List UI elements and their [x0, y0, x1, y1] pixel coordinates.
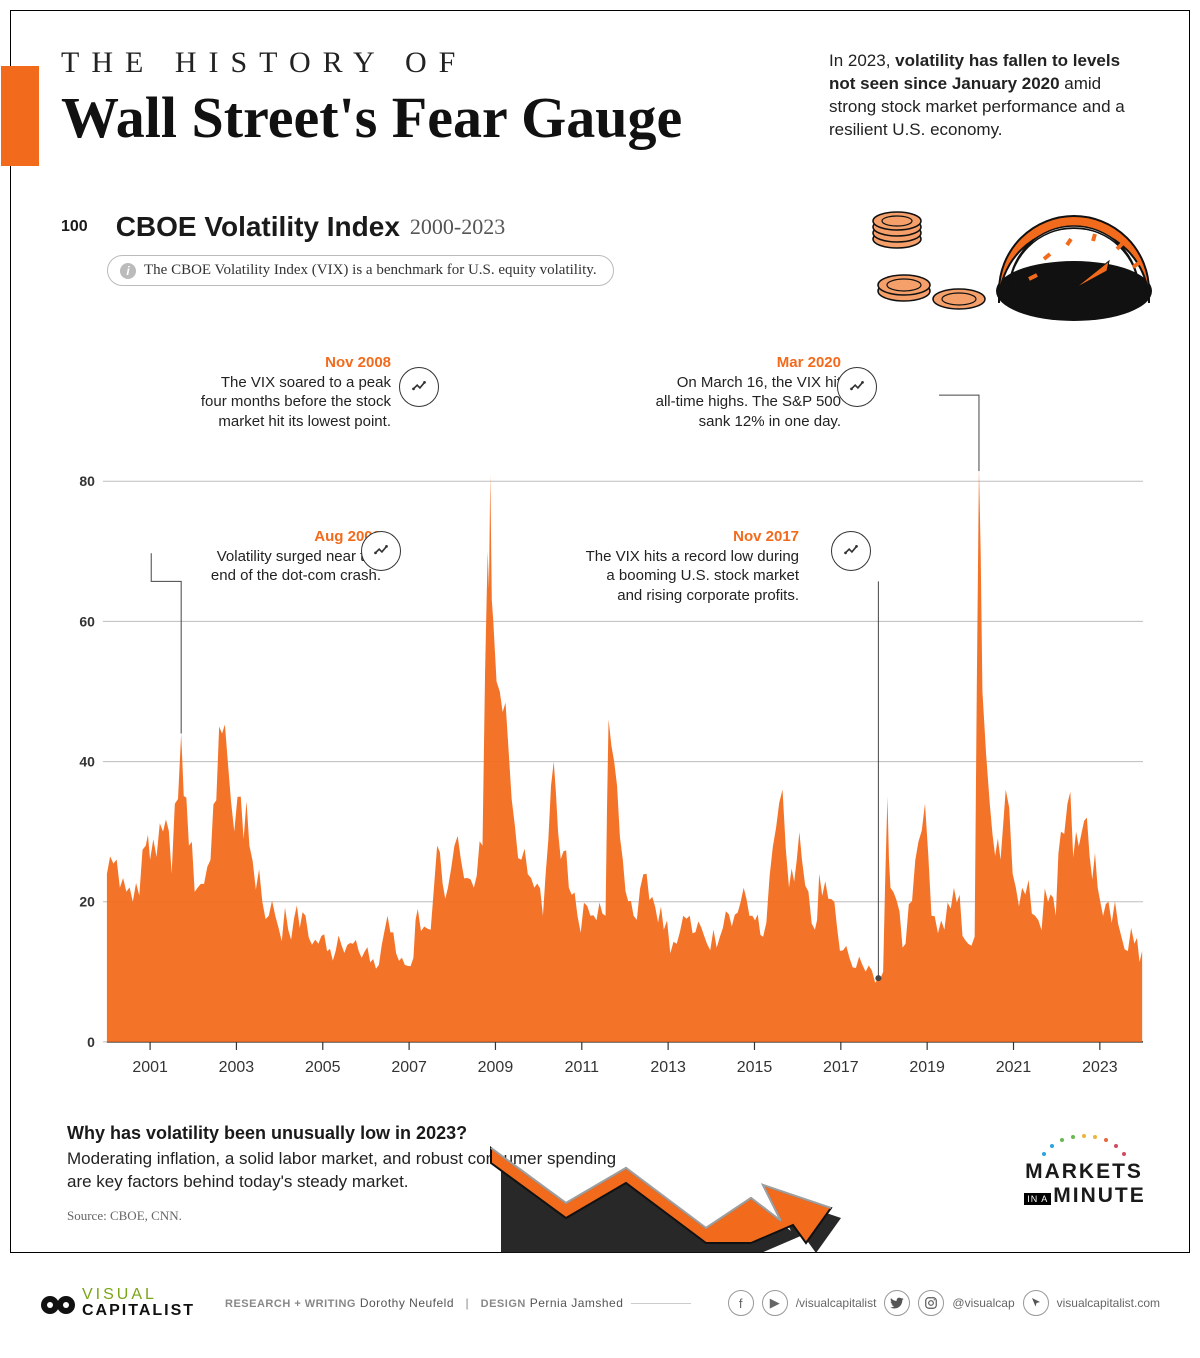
- divider-line: [631, 1303, 691, 1304]
- research-label: RESEARCH + WRITING: [225, 1298, 356, 1310]
- annotation-icon: [361, 531, 401, 571]
- youtube-icon[interactable]: ▶: [762, 1290, 788, 1316]
- title: Wall Street's Fear Gauge: [61, 84, 829, 151]
- visual-capitalist-logo: VISUAL CAPITALIST: [40, 1286, 195, 1320]
- annotation: Nov 2017The VIX hits a record low during…: [559, 527, 799, 605]
- callout-pre: In 2023,: [829, 51, 895, 70]
- svg-text:60: 60: [79, 613, 95, 629]
- dots-icon: [1019, 1130, 1149, 1160]
- svg-text:2007: 2007: [391, 1059, 427, 1076]
- svg-text:20: 20: [79, 894, 95, 910]
- annotation: Aug 2002Volatility surged near theend of…: [141, 527, 381, 586]
- svg-text:2019: 2019: [909, 1059, 945, 1076]
- svg-text:2011: 2011: [565, 1059, 599, 1076]
- annotation: Mar 2020On March 16, the VIX hitall-time…: [601, 353, 841, 431]
- gauge-illustration: [849, 181, 1159, 331]
- handle-web: visualcapitalist.com: [1057, 1296, 1160, 1310]
- social-links: f ▶ /visualcapitalist @visualcap visualc…: [728, 1290, 1160, 1316]
- svg-text:2009: 2009: [478, 1059, 514, 1076]
- credits: RESEARCH + WRITING Dorothy Neufeld | DES…: [225, 1296, 623, 1310]
- handle-tw: @visualcap: [952, 1296, 1014, 1310]
- svg-text:80: 80: [79, 473, 95, 489]
- annotation-icon: [837, 367, 877, 407]
- handle-fb: /visualcapitalist: [796, 1296, 877, 1310]
- design-label: DESIGN: [481, 1298, 526, 1310]
- cursor-icon[interactable]: [1023, 1290, 1049, 1316]
- info-pill-text: The CBOE Volatility Index (VIX) is a ben…: [144, 262, 597, 279]
- annotation: Nov 2008The VIX soared to a peakfour mon…: [151, 353, 391, 431]
- annotation-icon: [399, 367, 439, 407]
- info-pill: i The CBOE Volatility Index (VIX) is a b…: [107, 255, 614, 286]
- title-block: THE HISTORY OF Wall Street's Fear Gauge: [61, 46, 829, 151]
- header: THE HISTORY OF Wall Street's Fear Gauge …: [61, 46, 1139, 151]
- coins-icon: [873, 212, 985, 309]
- main-frame: THE HISTORY OF Wall Street's Fear Gauge …: [10, 10, 1190, 1253]
- arrow-illustration: [481, 1133, 861, 1253]
- svg-text:2003: 2003: [219, 1059, 255, 1076]
- svg-text:2023: 2023: [1082, 1059, 1118, 1076]
- svg-text:2021: 2021: [996, 1059, 1032, 1076]
- svg-text:2013: 2013: [650, 1059, 686, 1076]
- svg-text:2001: 2001: [132, 1059, 168, 1076]
- footer: VISUAL CAPITALIST RESEARCH + WRITING Dor…: [10, 1268, 1190, 1338]
- svg-text:2005: 2005: [305, 1059, 341, 1076]
- vix-chart: 0 20 40 60 80 2001 2003 2005 2007 2009 2011 2013 201…: [61, 331, 1149, 1092]
- chart-title: CBOE Volatility Index: [116, 211, 400, 243]
- facebook-icon[interactable]: f: [728, 1290, 754, 1316]
- info-icon: i: [120, 263, 136, 279]
- binoculars-icon: [40, 1291, 76, 1315]
- chart-svg: 0 20 40 60 80 2001 2003 2005 2007 2009 2011 2013 201…: [61, 331, 1149, 1092]
- callout-text: In 2023, volatility has fallen to levels…: [829, 46, 1139, 142]
- markets-text: MARKETS: [1019, 1160, 1149, 1184]
- annotation-icon: [831, 531, 871, 571]
- svg-text:2015: 2015: [737, 1059, 773, 1076]
- svg-text:40: 40: [79, 754, 95, 770]
- twitter-icon[interactable]: [884, 1290, 910, 1316]
- y-axis-100: 100: [61, 218, 88, 236]
- design-name: Pernia Jamshed: [530, 1296, 624, 1310]
- accent-bar: [1, 66, 39, 166]
- chart-range: 2000-2023: [410, 214, 505, 240]
- svg-text:0: 0: [87, 1034, 95, 1050]
- ina-text: IN A: [1024, 1193, 1051, 1205]
- markets-minute-logo: MARKETS IN AMINUTE: [1019, 1130, 1149, 1208]
- overline: THE HISTORY OF: [61, 46, 829, 80]
- brand-capitalist: CAPITALIST: [82, 1302, 195, 1320]
- research-name: Dorothy Neufeld: [360, 1296, 454, 1310]
- minute-text: MINUTE: [1053, 1184, 1146, 1207]
- instagram-icon[interactable]: [918, 1290, 944, 1316]
- svg-text:2017: 2017: [823, 1059, 859, 1076]
